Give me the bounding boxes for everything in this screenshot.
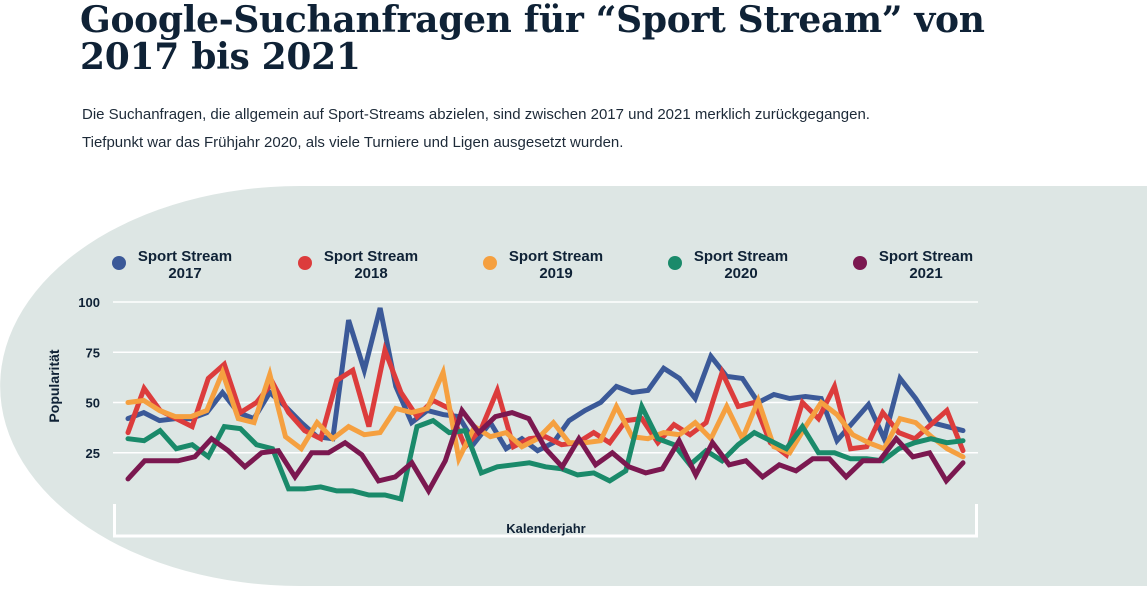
series-line-2019	[125, 363, 966, 467]
x-axis-bracket	[113, 504, 978, 538]
page-subtitle: Die Suchanfragen, die allgemein auf Spor…	[82, 101, 1082, 157]
legend-label-line1: Sport Stream	[509, 248, 603, 265]
legend-label-line2: 2018	[354, 265, 387, 282]
x-axis-label: Kalenderjahr	[506, 521, 585, 536]
legend-label-line1: Sport Stream	[694, 248, 788, 265]
y-tick-label: 75	[86, 345, 100, 360]
y-tick-labels: 25 50 75 100	[78, 295, 100, 461]
legend-label-line2: 2020	[724, 265, 757, 282]
legend-label-line2: 2019	[539, 265, 572, 282]
legend-marker-2020	[668, 256, 682, 270]
legend-label-line1: Sport Stream	[138, 248, 232, 265]
y-tick-label: 50	[86, 396, 100, 411]
legend-marker-2017	[112, 256, 126, 270]
y-tick-label: 25	[86, 446, 100, 461]
legend-label-line2: 2017	[168, 265, 201, 282]
y-axis-label: Popularität	[46, 349, 62, 422]
legend-label-line1: Sport Stream	[879, 248, 973, 265]
subtitle-line-2: Tiefpunkt war das Frühjahr 2020, als vie…	[82, 134, 624, 151]
legend-label-line1: Sport Stream	[324, 248, 418, 265]
series-line-2020	[125, 399, 966, 503]
series-lines	[125, 307, 966, 503]
y-tick-label: 100	[78, 295, 100, 310]
legend-marker-2019	[483, 256, 497, 270]
legend-label-line2: 2021	[909, 265, 942, 282]
legend-marker-2018	[298, 256, 312, 270]
series-line-2021	[125, 405, 966, 496]
subtitle-line-1: Die Suchanfragen, die allgemein auf Spor…	[82, 106, 870, 123]
legend-marker-2021	[853, 256, 867, 270]
page-title: Google-Suchanfragen für “Sport Stream” v…	[80, 0, 985, 78]
